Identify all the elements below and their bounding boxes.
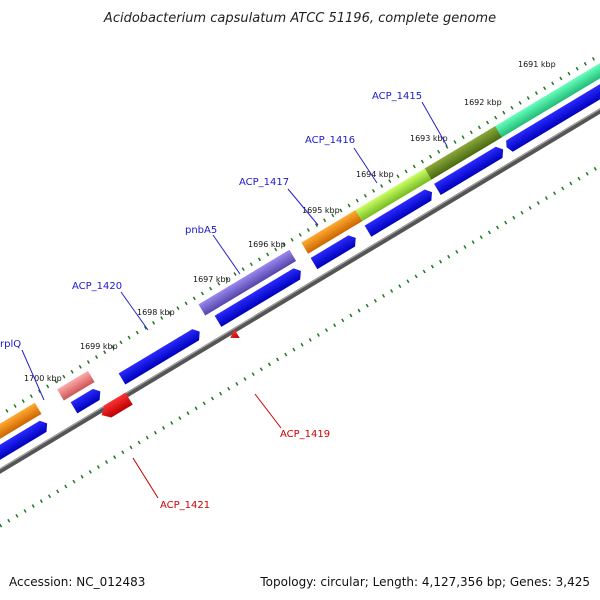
cog-feature-pink — [57, 370, 95, 401]
tick-label: 1695 kbp — [302, 206, 340, 215]
gene-label[interactable]: ACP_1420 — [72, 281, 122, 292]
gene-label[interactable]: pnbA5 — [185, 225, 217, 236]
cog-feature-olive — [423, 126, 502, 181]
accession-text: Accession: NC_012483 — [9, 575, 145, 589]
leader-line — [353, 147, 378, 184]
gene-labels: ACP_1415 ACP_1416 ACP_1417 pnbA5 ACP_142… — [0, 91, 422, 511]
cog-feature-mint — [472, 62, 600, 151]
cog-feature-lime — [347, 168, 432, 226]
forward-cds — [310, 235, 356, 270]
tick-label: 1697 kbp — [193, 275, 231, 284]
forward-cds — [214, 268, 301, 327]
cog-feature-purple — [198, 249, 297, 316]
leader-line — [21, 349, 45, 401]
tick-label: 1694 kbp — [356, 170, 394, 179]
forward-cds — [434, 146, 504, 195]
leader-lines — [21, 101, 448, 499]
tick-label: 1693 kbp — [410, 134, 448, 143]
forward-cds-track — [0, 72, 600, 476]
leader-line — [421, 101, 448, 147]
leader-line — [120, 291, 149, 331]
map-title: Acidobacterium capsulatum ATCC 51196, co… — [103, 11, 496, 26]
gene-label[interactable]: ACP_1416 — [305, 135, 355, 146]
forward-cds — [0, 420, 48, 476]
reverse-cds-track — [101, 329, 240, 418]
reverse-cds — [101, 392, 133, 418]
gene-label[interactable]: rplQ — [0, 339, 21, 350]
gene-label[interactable]: ACP_1417 — [239, 177, 289, 188]
tick-label: 1699 kbp — [80, 342, 118, 351]
topology-text: Topology: circular; Length: 4,127,356 bp… — [259, 575, 590, 589]
cog-feature-track — [0, 62, 600, 460]
leader-line — [212, 234, 241, 275]
cog-feature-orange — [301, 210, 363, 254]
tick-label: 1698 kbp — [137, 308, 175, 317]
outer-tick-ring — [0, 52, 600, 418]
tick-label: 1691 kbp — [518, 60, 556, 69]
leader-line — [287, 188, 319, 226]
reverse-cds — [230, 329, 240, 338]
tick-label: 1692 kbp — [464, 98, 502, 107]
leader-line — [132, 457, 159, 499]
gene-label[interactable]: ACP_1419 — [280, 429, 330, 440]
forward-cds — [506, 72, 600, 152]
forward-cds — [70, 388, 101, 414]
tick-label: 1696 kbp — [248, 240, 286, 249]
forward-cds — [364, 189, 433, 237]
tick-labels: 1691 kbp 1692 kbp 1693 kbp 1694 kbp 1695… — [24, 60, 556, 383]
gene-label[interactable]: ACP_1421 — [160, 500, 210, 511]
tick-label: 1700 kbp — [24, 374, 62, 383]
leader-line — [254, 393, 282, 429]
forward-cds — [118, 329, 200, 385]
genome-backbone — [0, 108, 600, 474]
cog-feature-orange-left — [0, 402, 42, 460]
gene-label[interactable]: ACP_1415 — [372, 91, 422, 102]
